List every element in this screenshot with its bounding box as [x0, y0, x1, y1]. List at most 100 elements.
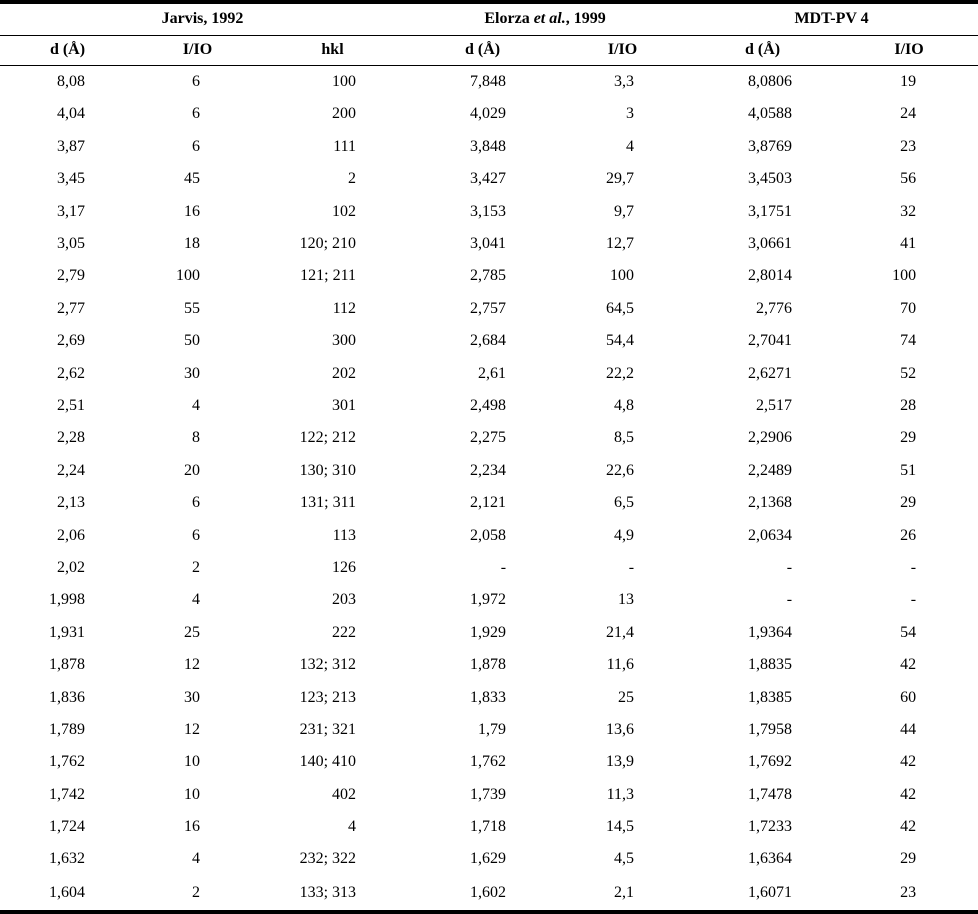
cell-mdtpv-irel: 70	[900, 299, 917, 317]
cell-mdtpv-d: 1,6364	[748, 850, 793, 868]
cell-elorza-irel: 9,7	[614, 202, 635, 220]
table-row: 2,13 6 131; 311 2,121 6,5 2,1368 29	[0, 487, 978, 519]
cell-elorza-d: 1,739	[470, 785, 507, 803]
cell-hkl: 130; 310	[299, 461, 357, 479]
cell-jarvis-irel: 8	[192, 429, 200, 447]
cell-elorza-irel: 100	[610, 267, 635, 285]
cell-mdtpv-irel: -	[910, 558, 917, 576]
cell-jarvis-irel: 16	[184, 202, 200, 220]
cell-hkl: 131; 311	[300, 494, 357, 512]
cell-mdtpv-irel: 56	[900, 170, 917, 188]
cell-jarvis-d: 1,836	[49, 688, 85, 706]
cell-elorza-d: 2,785	[470, 267, 507, 285]
cell-mdtpv-d: 1,7958	[748, 720, 793, 738]
cell-hkl: 402	[332, 785, 357, 803]
cell-jarvis-irel: 30	[184, 688, 200, 706]
cell-jarvis-d: 2,06	[57, 526, 85, 544]
cell-hkl: 126	[332, 558, 357, 576]
table-row: 1,998 4 203 1,972 13 - -	[0, 584, 978, 616]
cell-jarvis-irel: 10	[184, 753, 200, 771]
cell-elorza-d: 2,121	[470, 494, 507, 512]
cell-mdtpv-irel: 100	[892, 267, 917, 285]
table-row: 2,51 4 301 2,498 4,8 2,517 28	[0, 390, 978, 422]
cell-elorza-d: 1,629	[470, 850, 507, 868]
cell-mdtpv-d: 2,7041	[748, 332, 793, 350]
cell-mdtpv-irel: 60	[900, 688, 917, 706]
cell-jarvis-d: 1,878	[49, 656, 85, 674]
cell-elorza-d: 3,427	[470, 170, 507, 188]
cell-elorza-irel: 21,4	[606, 623, 635, 641]
cell-jarvis-d: 3,87	[57, 137, 85, 155]
cell-hkl: 112	[332, 299, 357, 317]
column-header-hkl: hkl	[321, 41, 344, 58]
cell-elorza-d: -	[500, 558, 507, 576]
cell-mdtpv-irel: 23	[900, 883, 917, 901]
cell-hkl: 222	[332, 623, 357, 641]
cell-jarvis-irel: 6	[192, 526, 200, 544]
cell-mdtpv-d: -	[786, 558, 793, 576]
column-header-mdtpv-d: d (Å)	[744, 41, 781, 58]
cell-mdtpv-d: 3,1751	[748, 202, 793, 220]
cell-jarvis-irel: 20	[184, 461, 200, 479]
cell-hkl: 200	[332, 105, 357, 123]
cell-jarvis-irel: 2	[192, 883, 200, 901]
table-body: 8,08 6 100 7,848 3,3 8,0806 19 4,04 6 200 4,029 3 4,…	[0, 65, 978, 912]
cell-jarvis-irel: 4	[192, 850, 200, 868]
group-header-elorza-post: , 1999	[565, 10, 606, 28]
table-row: 2,77 55 112 2,757 64,5 2,776 70	[0, 293, 978, 325]
group-header-elorza-pre: Elorza	[484, 10, 534, 28]
cell-hkl: 123; 213	[299, 688, 357, 706]
cell-hkl: 121; 211	[300, 267, 357, 285]
cell-mdtpv-irel: 42	[900, 785, 917, 803]
table-row: 8,08 6 100 7,848 3,3 8,0806 19	[0, 65, 978, 98]
cell-mdtpv-d: 1,7692	[748, 753, 793, 771]
cell-mdtpv-d: 1,9364	[748, 623, 793, 641]
cell-jarvis-irel: 6	[192, 494, 200, 512]
table-row: 4,04 6 200 4,029 3 4,0588 24	[0, 98, 978, 130]
cell-jarvis-d: 1,742	[49, 785, 85, 803]
cell-elorza-d: 1,929	[470, 623, 507, 641]
cell-mdtpv-d: 3,0661	[748, 235, 793, 253]
cell-elorza-irel: 22,2	[606, 364, 635, 382]
table-row: 1,931 25 222 1,929 21,4 1,9364 54	[0, 617, 978, 649]
cell-elorza-irel: 64,5	[606, 299, 635, 317]
group-header-elorza-etal: et al.	[533, 10, 566, 28]
cell-mdtpv-irel: 44	[900, 720, 917, 738]
column-header-jarvis-irel: I/IO	[182, 41, 213, 58]
cell-mdtpv-d: 2,776	[756, 299, 793, 317]
cell-hkl: 231; 321	[299, 720, 357, 738]
column-header-row: d (Å) I/IO hkl d (Å) I/IO d (Å) I/IO	[0, 35, 978, 65]
cell-mdtpv-d: 1,7478	[748, 785, 793, 803]
cell-elorza-d: 2,275	[470, 429, 507, 447]
cell-jarvis-d: 1,762	[49, 753, 85, 771]
table-header: Jarvis, 1992 Elorza et al., 1999 MDT-PV …	[0, 2, 978, 65]
table-row: 3,17 16 102 3,153 9,7 3,1751 32	[0, 195, 978, 227]
cell-mdtpv-irel: 29	[900, 494, 917, 512]
table-row: 2,02 2 126 - - - -	[0, 552, 978, 584]
group-header-mdtpv-label: MDT-PV 4	[794, 10, 869, 28]
cell-jarvis-d: 1,931	[49, 623, 85, 641]
cell-jarvis-d: 2,79	[57, 267, 85, 285]
cell-jarvis-irel: 45	[184, 170, 200, 188]
cell-elorza-irel: 8,5	[614, 429, 635, 447]
cell-mdtpv-d: 1,7233	[748, 818, 793, 836]
cell-jarvis-irel: 30	[184, 364, 200, 382]
cell-jarvis-d: 2,69	[57, 332, 85, 350]
cell-elorza-irel: 13,6	[606, 720, 635, 738]
cell-jarvis-irel: 6	[192, 105, 200, 123]
table-row: 1,836 30 123; 213 1,833 25 1,8385 60	[0, 681, 978, 713]
cell-mdtpv-irel: 52	[900, 364, 917, 382]
cell-elorza-irel: 6,5	[614, 494, 635, 512]
cell-mdtpv-d: 1,8835	[748, 656, 793, 674]
cell-elorza-irel: 4,8	[614, 397, 635, 414]
cell-jarvis-d: 1,998	[49, 591, 85, 609]
cell-mdtpv-d: 2,0634	[748, 526, 793, 544]
table-row: 2,62 30 202 2,61 22,2 2,6271 52	[0, 357, 978, 389]
cell-elorza-irel: 12,7	[606, 235, 635, 253]
cell-jarvis-irel: 2	[192, 558, 200, 576]
cell-elorza-irel: 11,6	[606, 656, 635, 674]
cell-jarvis-d: 4,04	[57, 105, 85, 123]
cell-elorza-d: 2,684	[470, 332, 507, 350]
cell-mdtpv-irel: 42	[900, 753, 917, 771]
